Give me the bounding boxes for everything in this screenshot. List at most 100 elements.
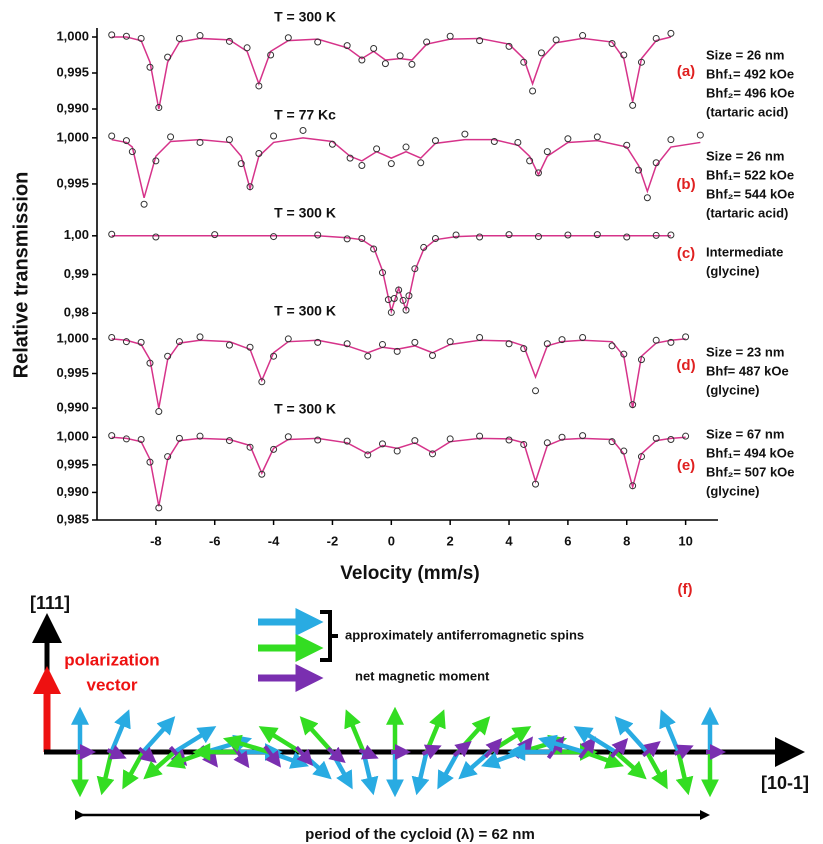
- data-point: [579, 32, 587, 40]
- data-point: [623, 141, 631, 149]
- data-point: [246, 443, 254, 451]
- spin-arrow: [222, 734, 270, 755]
- data-point: [396, 52, 404, 60]
- panel-title: T = 77 Kc: [274, 107, 336, 123]
- y-tick-label: 1,000: [56, 129, 89, 144]
- data-point: [128, 148, 136, 156]
- data-point: [390, 294, 398, 302]
- y-tick-label: 1,000: [56, 28, 89, 43]
- data-point: [140, 200, 148, 208]
- data-point: [314, 338, 322, 346]
- spin-arrow: [141, 716, 176, 754]
- data-point: [393, 347, 401, 355]
- data-point: [211, 231, 219, 239]
- panel-label: (e): [677, 457, 695, 474]
- data-point: [629, 401, 637, 409]
- data-point: [364, 352, 372, 360]
- spin-arrow: [424, 709, 446, 753]
- data-point: [146, 359, 154, 367]
- panel-note: Bhf₂= 544 kOe: [706, 186, 795, 201]
- data-point: [505, 42, 513, 50]
- panel-label: (b): [676, 176, 695, 193]
- data-point: [152, 157, 160, 165]
- data-point: [387, 160, 395, 168]
- panel-note: (glycine): [706, 382, 759, 397]
- data-point: [175, 338, 183, 346]
- data-point: [608, 39, 616, 47]
- data-point: [196, 432, 204, 440]
- spin-arrow: [573, 726, 617, 754]
- panel-title: T = 300 K: [274, 205, 336, 221]
- data-point: [505, 340, 513, 348]
- panel-note: (glycine): [706, 263, 759, 278]
- data-point: [526, 157, 534, 165]
- data-point: [314, 38, 322, 46]
- y-tick-label: 0,995: [56, 175, 89, 190]
- panel-note: Intermediate: [706, 244, 783, 259]
- spin-arrow: [614, 750, 647, 780]
- data-point: [505, 231, 513, 239]
- data-point: [620, 447, 628, 455]
- data-point: [373, 145, 381, 153]
- data-point: [543, 340, 551, 348]
- data-point: [696, 131, 704, 139]
- moment-arrow: [295, 745, 314, 766]
- data-point: [243, 44, 251, 52]
- x-tick-label: 6: [564, 533, 571, 548]
- brace: [320, 610, 338, 662]
- panel-note: Size = 67 nm: [706, 426, 784, 441]
- panel-title: T = 300 K: [274, 9, 336, 25]
- y-axis-label: Relative transmission: [10, 172, 32, 379]
- data-point: [682, 432, 690, 440]
- x-tick-label: 0: [388, 533, 395, 548]
- y-tick-label: 1,000: [56, 330, 89, 345]
- data-point: [637, 356, 645, 364]
- data-point: [608, 438, 616, 446]
- moment-arrow: [578, 736, 597, 759]
- spin-arrow: [344, 709, 366, 753]
- data-point: [167, 133, 175, 141]
- spin-arrow: [675, 751, 694, 796]
- moment-arrow: [263, 745, 282, 768]
- data-point: [196, 138, 204, 146]
- data-point: [593, 133, 601, 141]
- data-point: [608, 342, 616, 350]
- data-point: [652, 336, 660, 344]
- data-point: [378, 440, 386, 448]
- data-point: [314, 231, 322, 239]
- spin-chain: [71, 706, 726, 798]
- data-point: [108, 230, 116, 238]
- data-point: [476, 233, 484, 241]
- data-point: [629, 482, 637, 490]
- data-point: [411, 437, 419, 445]
- data-point: [328, 140, 336, 148]
- data-point: [137, 338, 145, 346]
- data-point: [579, 432, 587, 440]
- data-point: [108, 432, 116, 440]
- data-point: [532, 480, 540, 488]
- data-point: [420, 243, 428, 251]
- data-point: [267, 51, 275, 59]
- data-point: [196, 32, 204, 40]
- spin-arrow: [258, 726, 302, 754]
- data-point: [637, 453, 645, 461]
- moment-arrow: [641, 740, 661, 758]
- data-point: [358, 56, 366, 64]
- spin-arrow: [96, 751, 115, 796]
- data-point: [682, 333, 690, 341]
- data-point: [164, 352, 172, 360]
- data-point: [520, 58, 528, 66]
- y-tick-label: 0,990: [56, 100, 89, 115]
- data-point: [652, 159, 660, 167]
- data-point: [552, 36, 560, 44]
- data-point: [108, 334, 116, 342]
- data-point: [270, 445, 278, 453]
- data-point: [270, 233, 278, 241]
- data-point: [476, 37, 484, 45]
- data-point: [505, 436, 513, 444]
- data-point: [258, 470, 266, 478]
- data-point: [534, 233, 542, 241]
- data-point: [378, 340, 386, 348]
- x-tick-label: 4: [505, 533, 513, 548]
